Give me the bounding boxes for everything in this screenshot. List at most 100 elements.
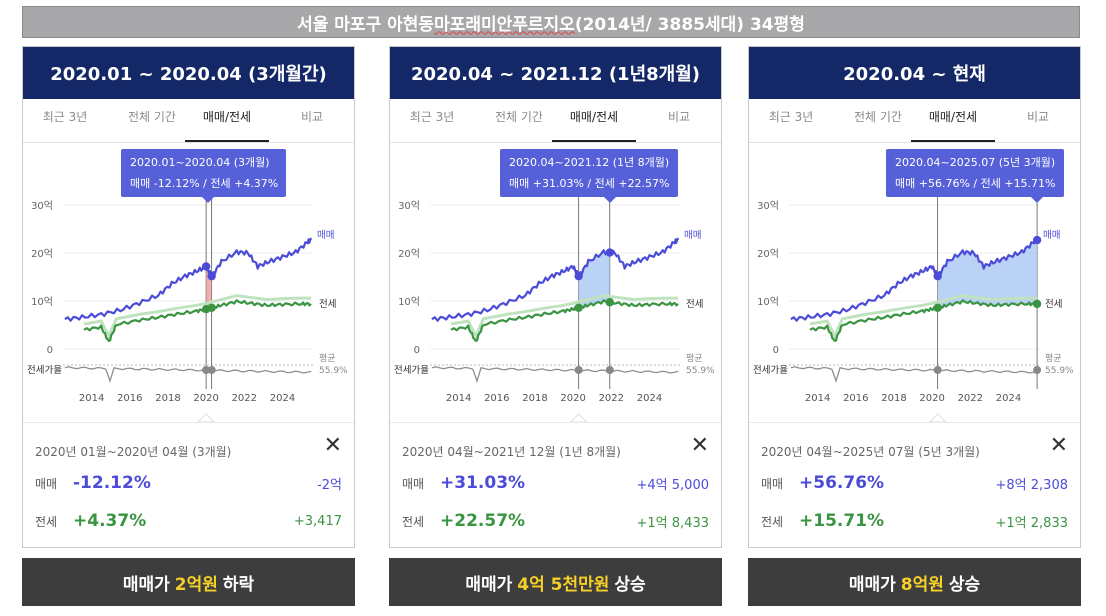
tab-compare[interactable]: 비교 [667, 110, 691, 124]
chart-panel-2: 2020.04 ~ 2021.12 (1년8개월) 최근 3년 전체 기간 매매/전세… [389, 46, 722, 548]
selection-pointer [569, 413, 588, 422]
panel-header: 2020.04 ~ 2021.12 (1년8개월) [390, 47, 721, 99]
jeonse-label: 전세 [761, 514, 784, 529]
jeonse-percent: +15.71% [799, 511, 885, 531]
y-tick-label: 0 [773, 345, 779, 356]
footer-highlight: 4억 5천만원 [517, 574, 610, 595]
close-icon[interactable]: ✕ [690, 433, 709, 458]
close-icon[interactable]: ✕ [1049, 433, 1068, 458]
period-tooltip: 2020.04~2025.07 (5년 3개월) 매매 +56.76% / 전세 … [886, 149, 1064, 203]
jeonse-label: 전세 [402, 514, 425, 529]
average-value: 55.9% [686, 366, 715, 376]
jeonse-series-label: 전세 [1045, 299, 1062, 310]
selection-pointer [928, 413, 947, 422]
y-tick-label: 30억 [31, 200, 53, 212]
tab-bar: 최근 3년 전체 기간 매매/전세 비교 [390, 99, 721, 143]
x-tick-label: 2018 [881, 393, 906, 404]
chart-panel-1: 2020.01 ~ 2020.04 (3개월간) 최근 3년 전체 기간 매매/전세 비… [22, 46, 355, 548]
jeonse-range-band [83, 294, 312, 340]
jeonse-change-row: 전세 +22.57% +1억 8,433 [402, 509, 709, 533]
sale-percent: -12.12% [73, 473, 151, 493]
x-tick-label: 2024 [637, 393, 662, 404]
footer-highlight: 8억원 [900, 574, 944, 595]
banner-suffix: (2014년/ 3885세대) 34평형 [574, 14, 805, 35]
y-tick-label: 10억 [31, 296, 53, 308]
sale-series-line [431, 237, 680, 322]
conclusion-footer: 매매가 8억원 상승 [748, 558, 1081, 606]
x-tick-label: 2018 [155, 393, 180, 404]
tab-sale-jeonse[interactable]: 매매/전세 [185, 99, 269, 143]
sale-amount: +8억 2,308 [995, 477, 1068, 493]
jeonse-series-line [450, 299, 679, 342]
y-tick-label: 0 [414, 345, 420, 356]
sale-point [1032, 235, 1042, 245]
price-chart: 30억 20억 10억 0 매매 전세 전세가율 평균 55.9% 2014 2016 2018 202… [23, 143, 354, 422]
tab-compare[interactable]: 비교 [300, 110, 324, 124]
y-tick-label: 30억 [757, 200, 779, 212]
close-icon[interactable]: ✕ [323, 433, 342, 458]
y-tick-label: 0 [47, 345, 53, 356]
average-value: 55.9% [1045, 366, 1074, 376]
jeonse-point [574, 303, 583, 312]
x-tick-label: 2024 [996, 393, 1021, 404]
tab-sale-jeonse[interactable]: 매매/전세 [552, 99, 636, 143]
jeonse-range-band [809, 294, 1038, 340]
summary-range: 2020년 01월~2020년 04월 (3개월) [35, 445, 232, 459]
tooltip-sale: 매매 +56.76% [895, 177, 970, 190]
x-tick-label: 2024 [270, 393, 295, 404]
x-tick-label: 2020 [919, 393, 944, 404]
tab-recent-3y[interactable]: 최근 3년 [409, 110, 455, 124]
tab-all-period[interactable]: 전체 기간 [495, 110, 543, 124]
y-tick-label: 30억 [398, 200, 420, 212]
tab-recent-3y[interactable]: 최근 3년 [768, 110, 814, 124]
tooltip-jeonse: 전세 +4.37% [210, 177, 279, 190]
tooltip-jeonse: 전세 +15.71% [980, 177, 1056, 190]
ratio-point [207, 366, 216, 374]
tab-recent-3y[interactable]: 최근 3년 [42, 110, 88, 124]
footer-prefix: 매매가 [122, 574, 170, 595]
sale-point [207, 271, 216, 281]
x-tick-label: 2020 [193, 393, 218, 404]
sale-amount: -2억 [317, 477, 342, 493]
x-tick-label: 2022 [232, 393, 257, 404]
ratio-line [790, 366, 1038, 384]
ratio-line [431, 366, 679, 384]
ratio-point [1033, 366, 1042, 374]
tab-all-period[interactable]: 전체 기간 [854, 110, 902, 124]
banner-prefix: 서울 마포구 아현동 [297, 14, 435, 35]
price-chart: 30억 20억 10억 0 매매 전세 전세가율 평균 55.9% 2014 2016 2018 202… [749, 143, 1080, 422]
sale-point [201, 262, 211, 271]
footer-suffix: 하락 [222, 574, 255, 595]
sale-change-row: 매매 +31.03% +4억 5,000 [402, 471, 709, 495]
jeonse-amount: +1억 2,833 [995, 515, 1068, 531]
selection-pointer [197, 413, 215, 422]
x-tick-label: 2018 [522, 393, 547, 404]
change-summary: 2020년 04월~2025년 07월 (5년 3개월) ✕ 매매 +56.76% +8… [749, 422, 1080, 548]
tab-compare[interactable]: 비교 [1026, 110, 1050, 124]
ratio-label: 전세가율 [394, 365, 429, 376]
ratio-point [605, 366, 614, 374]
tooltip-range: 2020.04~2025.07 (5년 3개월) [895, 156, 1056, 169]
sale-label: 매매 [402, 476, 425, 491]
chart-panel-3: 2020.04 ~ 현재 최근 3년 전체 기간 매매/전세 비교 30억 20억 10억 0 매… [748, 46, 1081, 548]
jeonse-amount: +1억 8,433 [636, 515, 709, 531]
footer-highlight: 2억원 [174, 574, 218, 595]
x-tick-label: 2022 [599, 393, 624, 404]
tooltip-values: 매매 +31.03% / 전세 +22.57% [509, 173, 670, 194]
footer-prefix: 매매가 [848, 574, 896, 595]
sale-point [574, 271, 583, 281]
change-summary: 2020년 04월~2021년 12월 (1년 8개월) ✕ 매매 +31.03% +4… [390, 422, 721, 548]
tab-sale-jeonse[interactable]: 매매/전세 [911, 99, 995, 143]
jeonse-point [207, 303, 216, 312]
jeonse-amount: +3,417 [293, 513, 342, 529]
tooltip-range: 2020.01~2020.04 (3개월) [130, 156, 270, 169]
tab-all-period[interactable]: 전체 기간 [128, 110, 176, 124]
ratio-label: 전세가율 [753, 365, 788, 376]
price-chart: 30억 20억 10억 0 매매 전세 전세가율 평균 55.9% 2014 2016 2018 202… [390, 143, 721, 422]
average-label: 평균 [686, 353, 703, 364]
tooltip-values: 매매 +56.76% / 전세 +15.71% [895, 173, 1056, 194]
sale-percent: +56.76% [799, 473, 885, 493]
tooltip-values: 매매 -12.12% / 전세 +4.37% [130, 173, 278, 194]
sale-series-line [64, 237, 313, 322]
